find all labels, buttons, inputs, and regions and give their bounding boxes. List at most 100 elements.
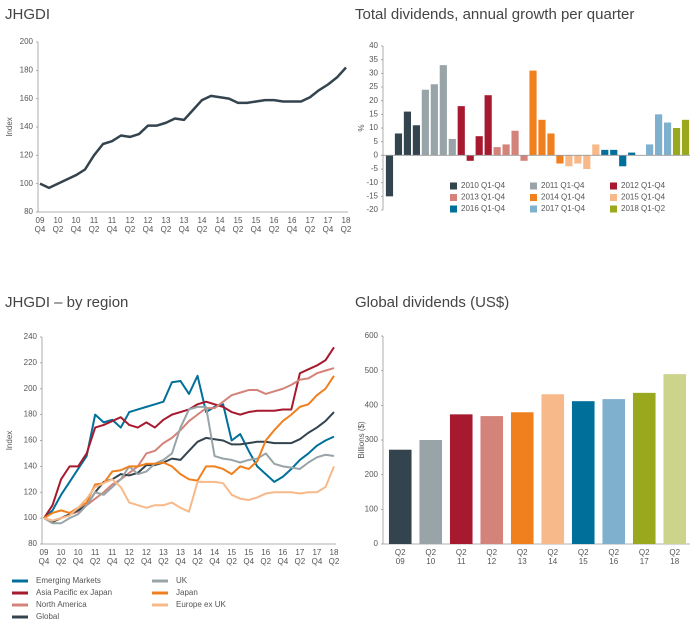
legend-label: UK	[176, 576, 188, 585]
x-tick-label: 16 Q2	[260, 548, 272, 566]
bar	[475, 136, 483, 156]
y-tick-label: 160	[24, 436, 38, 445]
x-tick-label: 12 Q4	[142, 216, 154, 234]
x-tick-label: Q2 10	[425, 548, 437, 566]
bar	[556, 155, 564, 164]
bar	[602, 399, 626, 544]
y-tick-label: 10	[369, 123, 378, 132]
x-tick-label: 13 Q4	[175, 548, 186, 566]
x-tick-label: Q2 16	[608, 548, 620, 566]
bar	[547, 133, 555, 156]
x-tick-label: 13 Q4	[178, 216, 190, 234]
legend-swatch	[450, 205, 457, 213]
x-tick-label: 18 Q2	[340, 216, 352, 234]
bar	[541, 394, 565, 544]
bar	[520, 155, 528, 161]
bar	[672, 128, 681, 156]
bar	[628, 152, 636, 156]
bar	[663, 122, 672, 156]
bar	[439, 65, 447, 156]
y-tick-label: 0	[374, 539, 379, 548]
legend-label: Asia Pacific ex Japan	[36, 588, 112, 597]
y-tick-label: 120	[24, 487, 38, 496]
y-axis-label: %	[357, 124, 366, 131]
legend-swatch	[610, 194, 617, 201]
x-tick-label: 14 Q2	[196, 216, 208, 234]
legend-label: Global	[36, 612, 59, 621]
y-tick-label: 40	[369, 41, 378, 50]
x-tick-label: Q2 11	[455, 548, 467, 566]
y-tick-label: 100	[20, 179, 34, 188]
bar	[601, 149, 609, 156]
x-tick-label: 14 Q2	[192, 548, 203, 566]
legend-swatch	[450, 182, 457, 190]
x-tick-label: 15 Q4	[243, 548, 255, 566]
y-tick-label: 180	[20, 65, 34, 74]
y-tick-label: 120	[20, 150, 34, 159]
x-tick-label: 12 Q4	[141, 548, 152, 566]
bar	[574, 155, 582, 164]
x-tick-label: 16 Q2	[268, 216, 280, 234]
bar	[571, 401, 595, 544]
y-tick-label: 35	[369, 55, 378, 64]
bar	[421, 89, 429, 156]
x-tick-label: 11 Q4	[106, 216, 118, 234]
bar	[619, 155, 627, 167]
x-tick-label: 13 Q2	[160, 216, 172, 234]
bar	[449, 414, 473, 544]
x-tick-label: 10 Q2	[55, 548, 67, 566]
bar	[646, 144, 654, 156]
bar	[681, 119, 690, 156]
bar	[457, 106, 465, 156]
y-tick-label: 140	[24, 461, 38, 470]
y-tick-label: 80	[24, 207, 33, 216]
y-tick-label: 30	[369, 68, 378, 77]
x-tick-label: 15 Q2	[226, 548, 237, 566]
x-tick-label: 09 Q4	[34, 216, 46, 234]
bar	[430, 84, 438, 156]
x-tick-label: 09 Q4	[38, 548, 50, 566]
x-tick-label: 17 Q4	[322, 216, 334, 234]
line	[43, 367, 335, 522]
y-tick-label: 140	[20, 122, 34, 131]
y-tick-label: 500	[365, 366, 379, 375]
bar	[632, 392, 656, 544]
y-tick-label: 240	[24, 332, 38, 341]
x-tick-label: Q2 18	[669, 548, 681, 566]
bar	[565, 155, 573, 167]
bar	[448, 138, 456, 156]
x-tick-label: 13 Q2	[158, 548, 169, 566]
chart-title: Total dividends, annual growth per quart…	[355, 6, 634, 23]
legend-swatch	[530, 205, 537, 213]
y-tick-label: 160	[20, 94, 34, 103]
bar	[484, 95, 492, 156]
line	[43, 465, 335, 522]
legend-swatch	[450, 194, 457, 201]
bar	[403, 111, 412, 156]
x-tick-label: 11 Q2	[89, 548, 101, 566]
y-tick-label: 25	[369, 82, 378, 91]
y-tick-label: 300	[365, 435, 379, 444]
x-tick-label: 17 Q2	[294, 548, 306, 566]
x-tick-label: 10 Q4	[70, 216, 82, 234]
y-tick-label: 20	[369, 96, 378, 105]
bar	[385, 155, 394, 197]
y-tick-label: -15	[366, 191, 378, 200]
chart-title: JHGDI – by region	[5, 294, 128, 311]
x-tick-label: 12 Q2	[123, 548, 135, 566]
bar	[493, 147, 501, 156]
y-tick-label: 200	[24, 384, 38, 393]
legend-label: North America	[36, 600, 87, 609]
y-tick-label: 0	[374, 150, 379, 159]
y-tick-label: 200	[365, 470, 379, 479]
y-tick-label: -20	[366, 205, 378, 214]
bar	[466, 155, 474, 161]
x-tick-label: 14 Q4	[214, 216, 226, 234]
bar	[583, 155, 591, 169]
y-axis-label: Index	[5, 117, 14, 137]
bar	[511, 130, 519, 156]
y-tick-label: 400	[365, 400, 379, 409]
y-tick-label: 200	[20, 37, 34, 46]
